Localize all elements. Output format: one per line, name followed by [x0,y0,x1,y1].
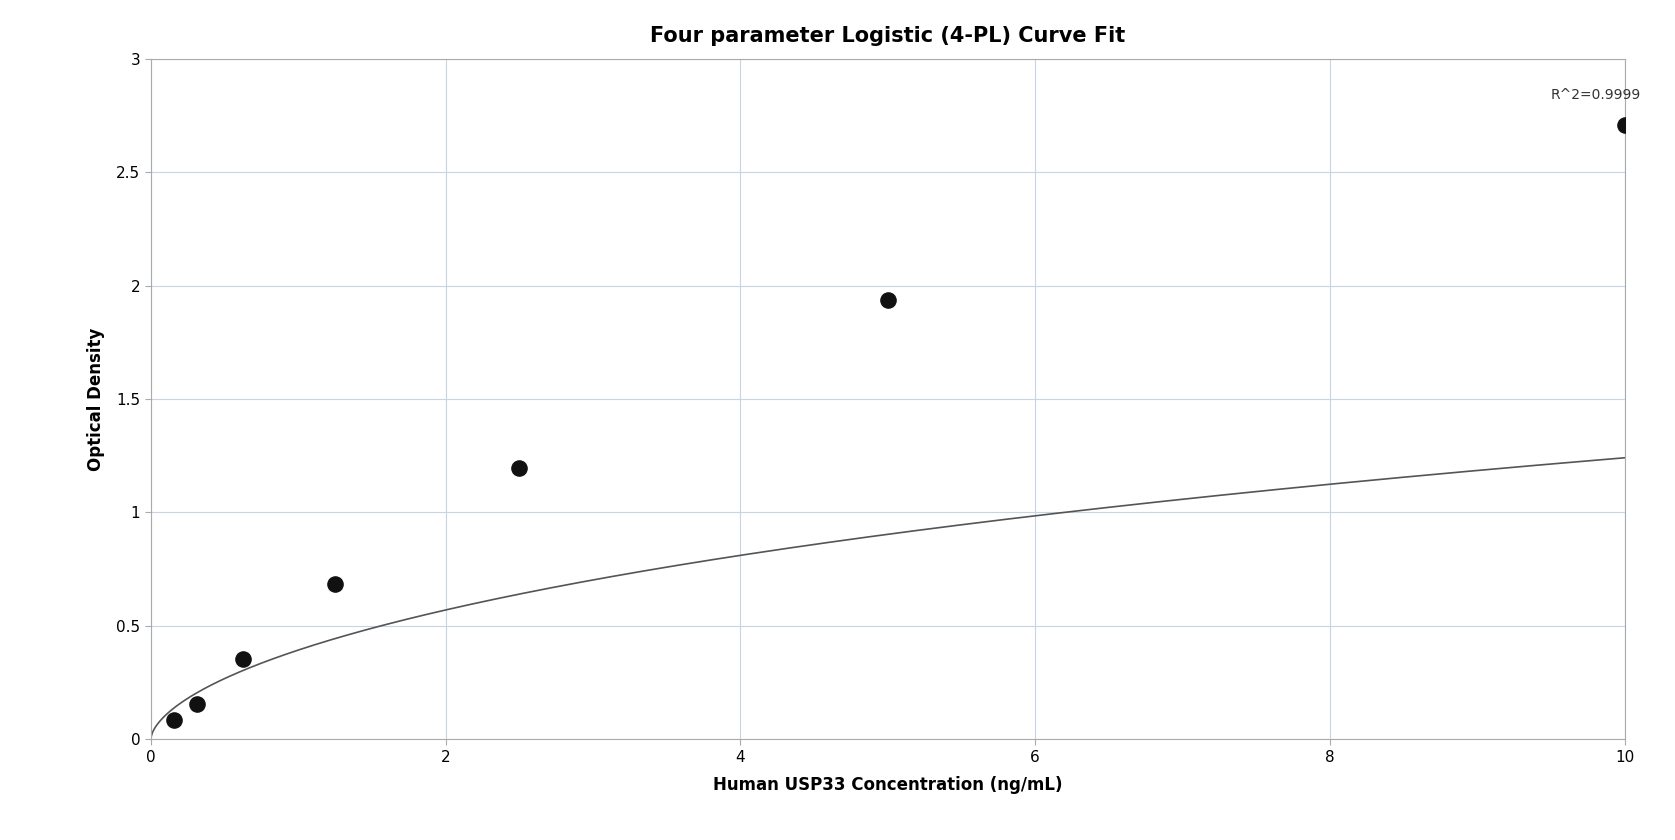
Point [1611,118,1638,131]
Point [161,714,188,727]
X-axis label: Human USP33 Concentration (ng/mL): Human USP33 Concentration (ng/mL) [714,775,1062,794]
Point [229,652,256,665]
Y-axis label: Optical Density: Optical Density [87,328,106,470]
Title: Four parameter Logistic (4-PL) Curve Fit: Four parameter Logistic (4-PL) Curve Fit [650,26,1126,46]
Point [506,461,533,475]
Point [184,697,211,711]
Text: R^2=0.9999: R^2=0.9999 [1551,88,1642,102]
Point [322,577,348,591]
Point [874,294,901,307]
